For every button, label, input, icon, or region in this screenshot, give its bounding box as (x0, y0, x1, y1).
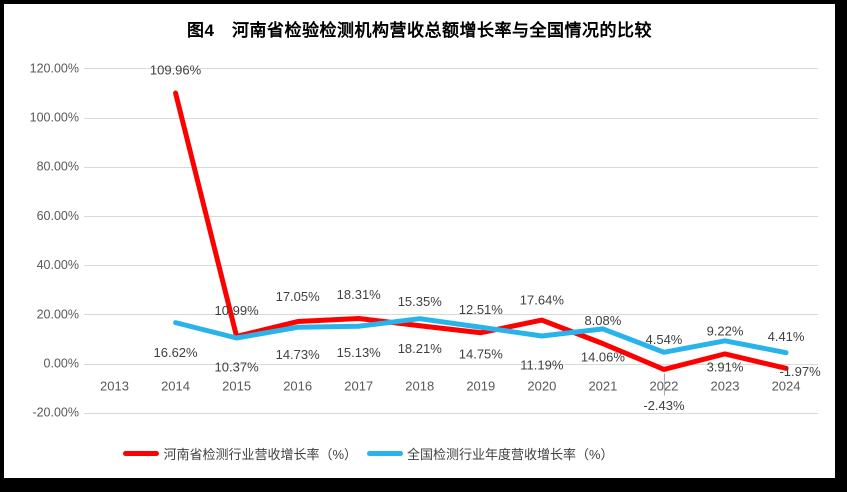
data-label: 10.99% (215, 303, 260, 318)
data-label: 15.35% (398, 294, 443, 309)
data-label: 12.51% (459, 302, 504, 317)
data-label: 17.64% (520, 293, 565, 308)
legend-line-henan-red (123, 451, 160, 456)
y-axis-label: 100.00% (30, 111, 79, 125)
chart-legend: 河南省检测行业营收增长率（%） 全国检测行业年度营收增长率（%） (4, 444, 784, 463)
legend-line-national-blue (367, 451, 403, 456)
x-axis-label: 2020 (527, 379, 556, 394)
y-axis-label: 60.00% (37, 209, 79, 223)
chart-title: 图4 河南省检验检测机构营收总额增长率与全国情况的比较 (187, 21, 652, 40)
x-axis-label: 2017 (344, 379, 373, 394)
series-line-henan (173, 90, 789, 372)
x-axis-label: 2018 (405, 379, 434, 394)
data-label: 4.54% (646, 332, 683, 347)
x-axis-label: 2014 (161, 379, 190, 394)
data-label: 9.22% (707, 323, 744, 338)
data-label: 14.06% (581, 349, 626, 364)
y-axis-label: 120.00% (30, 61, 79, 75)
x-axis-label: 2019 (466, 379, 495, 394)
data-label: 8.08% (584, 313, 621, 328)
legend-item-national: 全国检测行业年度营收增长率（%） (367, 444, 614, 463)
x-axis-label: 2021 (588, 379, 617, 394)
y-axis-label: 0.00% (44, 357, 79, 371)
data-label: 4.41% (768, 329, 805, 344)
legend-item-henan: 河南省检测行业营收增长率（%） (123, 444, 357, 463)
data-label: 18.31% (337, 287, 382, 302)
x-axis-label: 2024 (772, 379, 801, 394)
data-label: 16.62% (154, 345, 199, 360)
y-axis-label: -20.00% (32, 406, 79, 420)
x-axis-label: 2015 (222, 379, 251, 394)
data-label: 14.73% (276, 347, 321, 362)
x-axis-label: 2023 (711, 379, 740, 394)
data-label: 15.13% (337, 345, 382, 360)
series-line-national (173, 316, 789, 356)
data-label: 17.05% (276, 289, 321, 304)
data-label: -1.97% (779, 364, 821, 379)
data-label: 10.37% (215, 359, 260, 374)
data-label: 11.19% (520, 357, 564, 372)
y-axis-label: 40.00% (37, 258, 79, 272)
x-axis-label: 2013 (100, 379, 129, 394)
data-label: 14.75% (459, 347, 504, 362)
data-label: -2.43% (643, 398, 685, 413)
legend-label-national: 全国检测行业年度营收增长率（%） (407, 447, 614, 462)
data-label: 109.96% (150, 62, 202, 77)
x-axis-label: 2016 (283, 379, 312, 394)
y-axis-label: 20.00% (37, 307, 79, 321)
legend-label-henan: 河南省检测行业营收增长率（%） (163, 447, 357, 462)
data-label: 18.21% (398, 341, 443, 356)
data-label: 3.91% (707, 359, 744, 374)
line-chart: 120.00% 100.00% 80.00% 60.00% 40.00% 20.00% 0.… (30, 61, 821, 420)
y-axis-label: 80.00% (37, 160, 79, 174)
